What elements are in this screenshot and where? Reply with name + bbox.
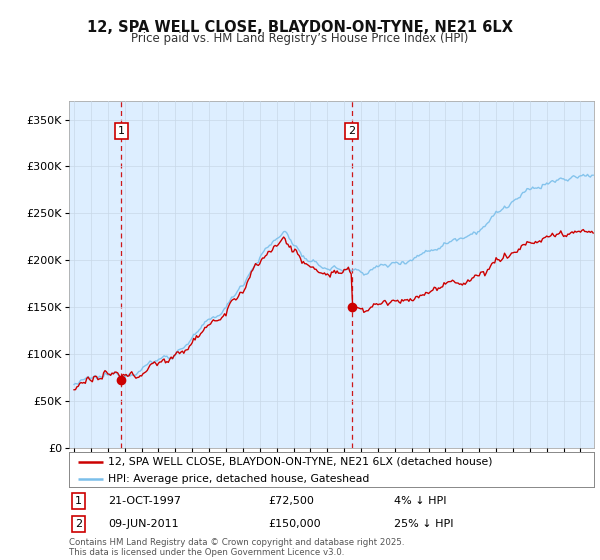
Text: 1: 1 — [118, 126, 125, 136]
Text: Price paid vs. HM Land Registry’s House Price Index (HPI): Price paid vs. HM Land Registry’s House … — [131, 32, 469, 45]
Text: 2: 2 — [348, 126, 355, 136]
Text: HPI: Average price, detached house, Gateshead: HPI: Average price, detached house, Gate… — [109, 474, 370, 484]
Text: 21-OCT-1997: 21-OCT-1997 — [109, 496, 181, 506]
Text: 25% ↓ HPI: 25% ↓ HPI — [395, 519, 454, 529]
Text: 4% ↓ HPI: 4% ↓ HPI — [395, 496, 447, 506]
Text: 12, SPA WELL CLOSE, BLAYDON-ON-TYNE, NE21 6LX (detached house): 12, SPA WELL CLOSE, BLAYDON-ON-TYNE, NE2… — [109, 456, 493, 466]
Text: £72,500: £72,500 — [269, 496, 314, 506]
Text: Contains HM Land Registry data © Crown copyright and database right 2025.
This d: Contains HM Land Registry data © Crown c… — [69, 538, 404, 557]
Text: 2: 2 — [75, 519, 82, 529]
Text: 12, SPA WELL CLOSE, BLAYDON-ON-TYNE, NE21 6LX: 12, SPA WELL CLOSE, BLAYDON-ON-TYNE, NE2… — [87, 20, 513, 35]
Text: 09-JUN-2011: 09-JUN-2011 — [109, 519, 179, 529]
Text: £150,000: £150,000 — [269, 519, 321, 529]
Text: 1: 1 — [75, 496, 82, 506]
